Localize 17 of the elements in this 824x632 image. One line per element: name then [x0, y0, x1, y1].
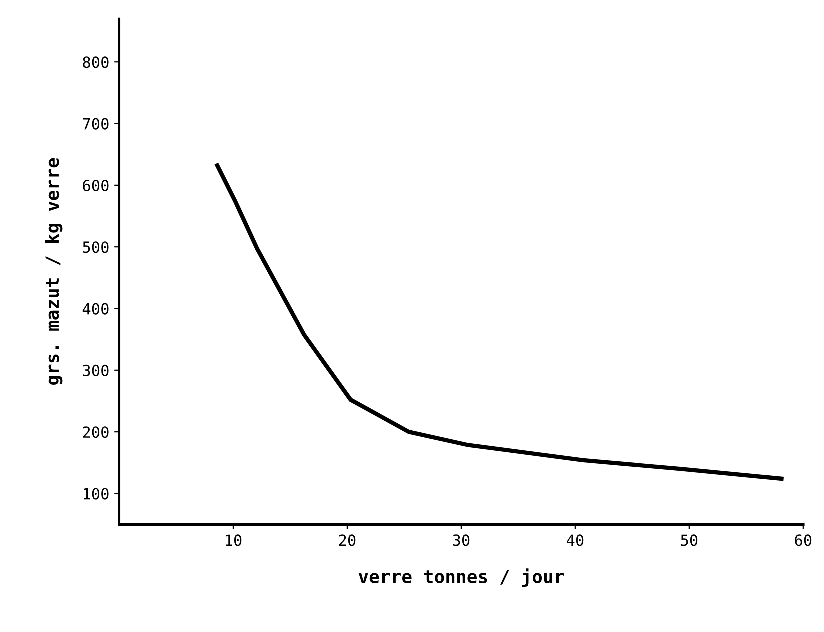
- y-tick-label: 500: [83, 242, 109, 254]
- x-tick-label: 10: [226, 534, 242, 546]
- y-tick-label: 600: [83, 180, 109, 192]
- x-tick-label: 60: [795, 534, 812, 546]
- y-tick-label: 800: [83, 56, 109, 68]
- y-tick-label: 400: [82, 303, 109, 315]
- y-tick-label: 200: [83, 426, 109, 438]
- y-tick-label: 100: [84, 488, 109, 500]
- x-tick-label: 50: [681, 534, 698, 546]
- x-tick-label: 40: [566, 534, 584, 546]
- x-tick-label: 30: [453, 534, 470, 546]
- x-axis-title: verre tonnes / jour: [358, 568, 564, 587]
- x-tick-label: 20: [339, 534, 356, 546]
- y-tick-label: 700: [83, 118, 109, 130]
- y-axis-title: grs. mazut / kg verre: [45, 158, 63, 386]
- line-series: [215, 164, 784, 482]
- y-tick-label: 300: [83, 364, 109, 376]
